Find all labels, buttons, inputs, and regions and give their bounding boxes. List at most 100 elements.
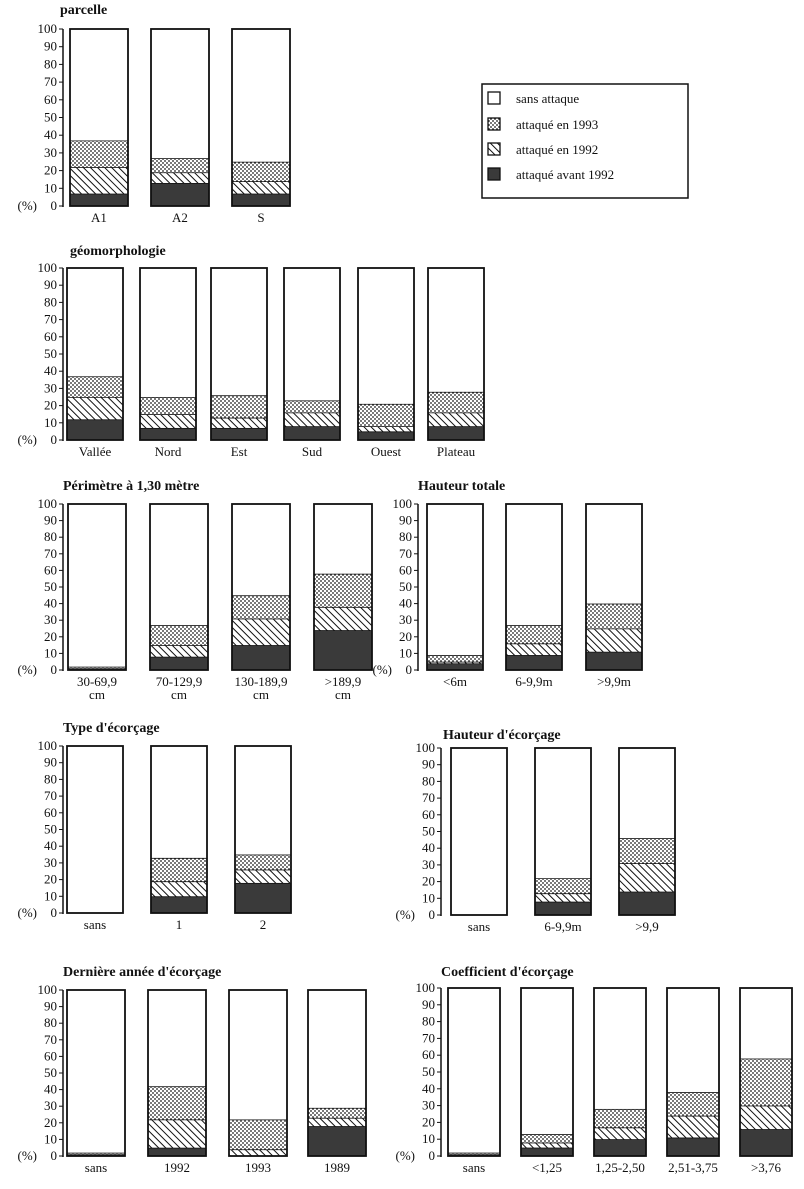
category-label: 130-189,9	[234, 674, 287, 689]
legend-swatch-hatch	[487, 142, 501, 156]
category-label: 6-9,9m	[544, 919, 581, 934]
segment-attaque-en-1993	[428, 391, 484, 413]
segment-sans-attaque	[667, 988, 719, 1093]
y-tick-label: 40	[422, 1081, 435, 1096]
category-label: sans	[463, 1160, 485, 1175]
segment-attaque-avant-1992	[70, 193, 128, 206]
y-tick-label: 50	[44, 822, 57, 837]
bar-1-25	[520, 987, 574, 1157]
y-tick-label: 50	[422, 1064, 435, 1079]
y-tick-label: 10	[44, 888, 57, 903]
y-tick-label: 40	[44, 838, 57, 853]
segment-attaque-avant-1992	[211, 427, 267, 440]
segment-sans-attaque	[140, 268, 196, 397]
bar-sans	[66, 989, 126, 1157]
bar-1992	[147, 989, 207, 1157]
bar-6-9-9m	[505, 503, 563, 671]
bar-sud	[283, 267, 341, 441]
category-label: 2	[260, 917, 267, 932]
segment-sans-attaque	[451, 748, 507, 915]
bar-outline	[147, 989, 207, 1157]
category-label: Sud	[302, 444, 323, 459]
segment-sans-attaque	[535, 748, 591, 879]
bar-outline	[585, 503, 643, 671]
segment-sans-attaque	[308, 990, 366, 1108]
segment-sans-attaque	[67, 268, 123, 377]
segment-attaque-en-1993	[521, 1134, 573, 1143]
segment-sans-attaque	[148, 990, 206, 1087]
y-tick-label: 100	[38, 982, 58, 997]
y-tick-label: 80	[399, 529, 412, 544]
y-tick-label: 100	[416, 740, 436, 755]
y-tick-label: 60	[44, 329, 57, 344]
legend-entry-attaque-1993: attaqué en 1993	[487, 117, 598, 132]
y-tick-label: 80	[422, 773, 435, 788]
category-label: Vallée	[79, 444, 112, 459]
segment-attaque-avant-1992	[150, 656, 208, 670]
category-label: cm	[335, 687, 351, 702]
segment-attaque-avant-1992	[427, 663, 483, 670]
segment-sans-attaque	[68, 504, 126, 667]
segment-attaque-avant-1992	[535, 901, 591, 915]
segment-attaque-en-1993	[232, 595, 290, 619]
category-label: 1989	[324, 1160, 350, 1175]
legend-label: attaqué en 1992	[516, 142, 598, 157]
y-tick-label: 70	[44, 1032, 57, 1047]
segment-sans-attaque	[428, 268, 484, 392]
category-label: A1	[91, 210, 107, 225]
y-tick-label: 100	[38, 496, 58, 511]
segment-attaque-avant-1992	[358, 431, 414, 440]
y-tick-label: 20	[44, 398, 57, 413]
y-tick-label: 80	[44, 529, 57, 544]
bar-outline	[139, 267, 197, 441]
bar-nord	[139, 267, 197, 441]
y-tick-label: 60	[44, 1048, 57, 1063]
y-tick-label: 80	[44, 56, 57, 71]
segment-sans-attaque	[235, 746, 291, 855]
bar-outline	[210, 267, 268, 441]
y-tick-label: 0	[51, 432, 58, 447]
bar-sans	[450, 747, 508, 916]
bar-s	[231, 28, 291, 207]
legend: sans attaque attaqué en 1993 attaqué en …	[481, 83, 689, 199]
segment-attaque-en-1993	[232, 161, 290, 182]
segment-sans-attaque	[211, 268, 267, 396]
bar-outline	[450, 747, 508, 916]
segment-attaque-avant-1992	[232, 193, 290, 206]
bar-outline	[520, 987, 574, 1157]
bar-1-25-2-50	[593, 987, 647, 1157]
segment-attaque-en-1993	[667, 1092, 719, 1116]
segment-sans-attaque	[358, 268, 414, 404]
segment-sans-attaque	[506, 504, 562, 626]
y-tick-label: 70	[422, 790, 435, 805]
y-tick-label: 40	[44, 127, 57, 142]
bar-30-69-9	[67, 503, 127, 671]
y-tick-label: 10	[399, 645, 412, 660]
bar-vallee	[66, 267, 124, 441]
category-label: >3,76	[751, 1160, 782, 1175]
category-label: 6-9,9m	[515, 674, 552, 689]
category-label: 1,25-2,50	[595, 1160, 645, 1175]
chart-title: Type d'écorçage	[63, 721, 160, 736]
segment-attaque-en-1992	[594, 1127, 646, 1140]
segment-attaque-en-1993	[140, 397, 196, 415]
segment-attaque-en-1993	[151, 857, 207, 882]
segment-sans-attaque	[586, 504, 642, 604]
bar-outline	[66, 989, 126, 1157]
y-tick-label: 40	[422, 840, 435, 855]
category-label: 70-129,9	[156, 674, 203, 689]
category-label: >9,9	[635, 919, 659, 934]
y-tick-label: 0	[51, 905, 58, 920]
y-tick-label: 60	[422, 807, 435, 822]
bar-outline	[66, 267, 124, 441]
y-tick-label: 50	[44, 110, 57, 125]
segment-attaque-en-1992	[229, 1149, 287, 1156]
segment-attaque-en-1992	[284, 412, 340, 427]
y-tick-label: 10	[44, 415, 57, 430]
bar-outline	[534, 747, 592, 916]
